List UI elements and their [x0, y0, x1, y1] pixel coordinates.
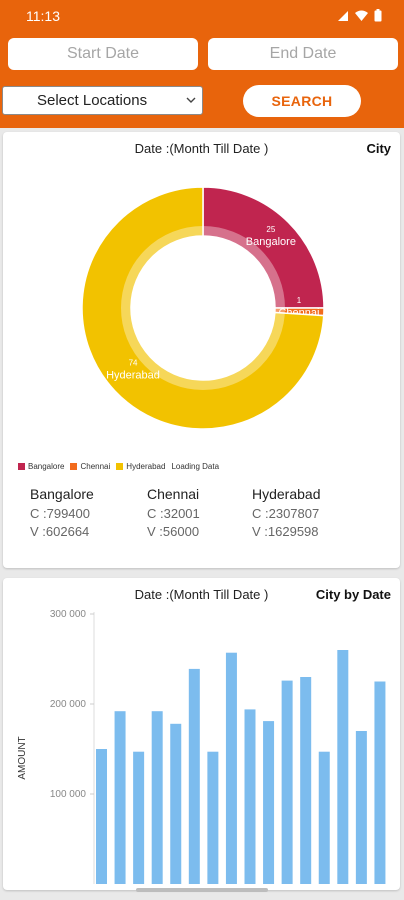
city-card-title: Date :(Month Till Date )	[134, 141, 269, 156]
stat-name: Bangalore	[30, 486, 94, 502]
search-button[interactable]: SEARCH	[243, 85, 361, 117]
donut-slice-hyderabad[interactable]	[81, 186, 325, 430]
city-by-date-tab-label[interactable]: City by Date	[315, 587, 391, 602]
location-select[interactable]: Select Locations	[2, 86, 203, 115]
date-card-title: Date :(Month Till Date )	[134, 587, 269, 602]
filter-bar: Start Date End Date Select Locations SEA…	[0, 34, 404, 128]
start-date-placeholder: Start Date	[66, 45, 140, 62]
bar[interactable]	[114, 711, 126, 884]
bar[interactable]	[318, 751, 330, 884]
y-tick-label: 200 000	[50, 699, 87, 710]
legend-label-chennai: Chennai	[80, 462, 111, 471]
bar[interactable]	[263, 721, 275, 884]
bar[interactable]	[170, 723, 182, 884]
bar[interactable]	[207, 751, 219, 884]
bar[interactable]	[151, 711, 163, 884]
donut-value-label: 1	[297, 296, 302, 305]
signal-icon	[338, 10, 348, 21]
start-date-field[interactable]: Start Date	[8, 38, 198, 70]
gesture-nav-bar[interactable]	[136, 888, 268, 892]
stat-c: C :799400	[30, 506, 90, 521]
donut-value-label: 25	[266, 225, 275, 234]
stat-bangalore: Bangalore C :799400 V :602664	[30, 486, 94, 541]
donut-inner-ring	[121, 226, 285, 390]
donut-value-label: 74	[129, 359, 138, 368]
end-date-field[interactable]: End Date	[208, 38, 398, 70]
bar[interactable]	[244, 709, 256, 884]
city-by-date-card: Date :(Month Till Date ) City by Date 10…	[3, 578, 400, 890]
y-tick-label: 100 000	[50, 789, 87, 800]
wifi-icon	[355, 10, 368, 21]
city-tab-label[interactable]: City	[366, 141, 391, 156]
bar[interactable]	[374, 681, 386, 885]
stat-c: C :2307807	[252, 506, 320, 521]
legend-item-bangalore: Bangalore	[18, 462, 64, 471]
stat-c: C :32001	[147, 506, 200, 521]
status-time: 11:13	[26, 8, 60, 24]
stat-v: V :1629598	[252, 524, 319, 539]
legend-loading-text: Loading Data	[171, 462, 220, 471]
donut-name-label: Bangalore	[246, 236, 296, 248]
stat-chennai: Chennai C :32001 V :56000	[147, 486, 200, 541]
legend-label-hyderabad: Hyderabad	[126, 462, 166, 471]
battery-icon	[374, 9, 382, 22]
bar[interactable]	[96, 749, 107, 884]
bar[interactable]	[281, 680, 293, 884]
stat-v: V :602664	[30, 524, 90, 539]
bar[interactable]	[355, 731, 367, 884]
city-by-date-bar-chart: 100 000 200 000 300 000 AMOUNT	[17, 609, 386, 885]
bar[interactable]	[188, 668, 200, 884]
stat-v: V :56000	[147, 524, 200, 539]
chevron-down-icon	[186, 97, 196, 103]
legend-item-hyderabad: Hyderabad	[116, 462, 165, 471]
legend-swatch-chennai	[70, 463, 78, 470]
city-card: Date :(Month Till Date ) City 25 Bangalor…	[3, 132, 400, 568]
bar[interactable]	[133, 751, 145, 884]
stat-name: Chennai	[147, 486, 200, 502]
end-date-placeholder: End Date	[269, 45, 337, 62]
bar[interactable]	[300, 677, 312, 884]
y-axis-label: AMOUNT	[17, 736, 28, 779]
legend-swatch-bangalore	[18, 463, 25, 470]
status-bar: 11:13	[0, 0, 404, 34]
y-tick-label: 300 000	[50, 609, 87, 620]
legend-item-chennai: Chennai	[70, 462, 110, 471]
legend-label-bangalore: Bangalore	[28, 462, 65, 471]
status-icons	[337, 9, 382, 22]
location-select-value: Select Locations	[37, 92, 148, 109]
stat-hyderabad: Hyderabad C :2307807 V :1629598	[252, 486, 321, 541]
chart-legend: Bangalore Chennai Hyderabad Loading Data	[18, 462, 219, 471]
bar[interactable]	[225, 652, 237, 884]
legend-swatch-hyderabad	[116, 463, 124, 470]
bar[interactable]	[337, 650, 349, 884]
donut-name-label: Hyderabad	[106, 370, 160, 382]
donut-slice-bangalore[interactable]	[202, 186, 325, 309]
stat-name: Hyderabad	[252, 486, 321, 502]
